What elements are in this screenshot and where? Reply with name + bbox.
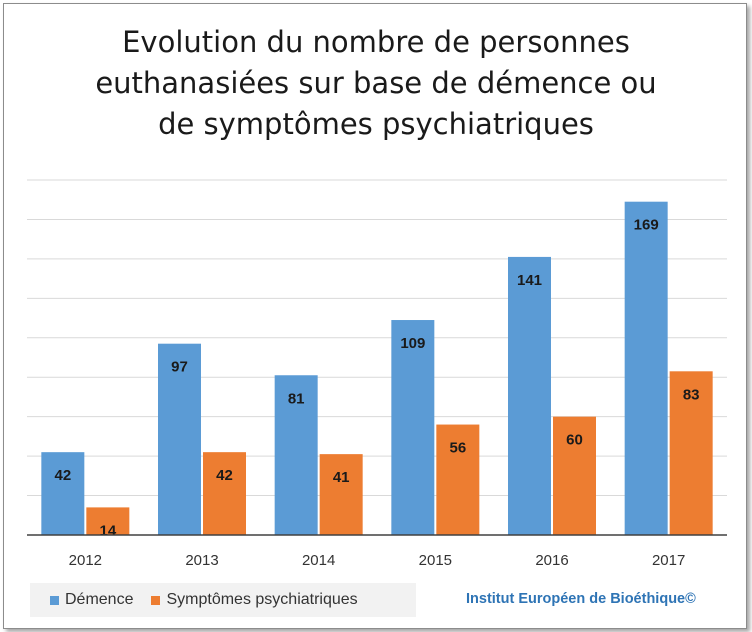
legend-label-symptomes: Symptômes psychiatriques (166, 591, 358, 608)
x-tick-label-2012: 2012 (69, 552, 102, 569)
data-label-symptomes-2017: 83 (683, 386, 700, 403)
bar-symptomes-2012 (86, 507, 130, 535)
bar-demence-2013 (158, 343, 201, 535)
data-label-symptomes-2013: 42 (216, 467, 233, 484)
bar-demence-2017 (624, 201, 668, 535)
bar-demence-2016 (508, 256, 551, 535)
data-label-demence-2017: 169 (634, 217, 659, 234)
data-label-demence-2012: 42 (54, 467, 71, 484)
x-tick-label-2016: 2016 (535, 552, 568, 569)
data-label-demence-2016: 141 (517, 272, 542, 289)
chart-title-line-1: Evolution du nombre de personnes (122, 25, 630, 59)
data-label-demence-2014: 81 (288, 390, 305, 407)
legend-swatch-symptomes (151, 595, 161, 605)
data-label-symptomes-2012: 14 (99, 522, 116, 539)
legend-swatch-demence (50, 595, 59, 605)
bar-demence-2012 (41, 452, 85, 535)
legend: Démence Symptômes psychiatriques (30, 583, 416, 617)
bar-symptomes-2017 (669, 371, 713, 535)
legend-item-demence: Démence (50, 591, 133, 609)
bar-demence-2014 (274, 375, 318, 535)
x-tick-label-2015: 2015 (419, 552, 452, 569)
bar-demence-2015 (391, 320, 435, 535)
bar-symptomes-2014 (319, 454, 363, 535)
chart-title-line-3: de symptômes psychiatriques (158, 107, 594, 141)
data-label-symptomes-2015: 56 (449, 440, 466, 457)
data-label-symptomes-2014: 41 (333, 469, 350, 486)
chart-title: Evolution du nombre de personnes euthana… (0, 22, 752, 145)
x-tick-label-2013: 2013 (185, 552, 218, 569)
x-tick-label-2017: 2017 (652, 552, 685, 569)
credit-text: Institut Européen de Bioéthique© (466, 591, 696, 607)
legend-label-demence: Démence (65, 591, 134, 608)
legend-item-symptomes: Symptômes psychiatriques (151, 591, 358, 609)
chart-title-line-2: euthanasiées sur base de démence ou (95, 66, 657, 100)
data-label-demence-2013: 97 (171, 359, 188, 376)
bar-symptomes-2013 (203, 452, 246, 535)
data-label-demence-2015: 109 (400, 335, 425, 352)
x-tick-label-2014: 2014 (302, 552, 335, 569)
bar-symptomes-2015 (436, 424, 480, 535)
data-label-symptomes-2016: 60 (566, 432, 583, 449)
bar-symptomes-2016 (553, 416, 596, 535)
